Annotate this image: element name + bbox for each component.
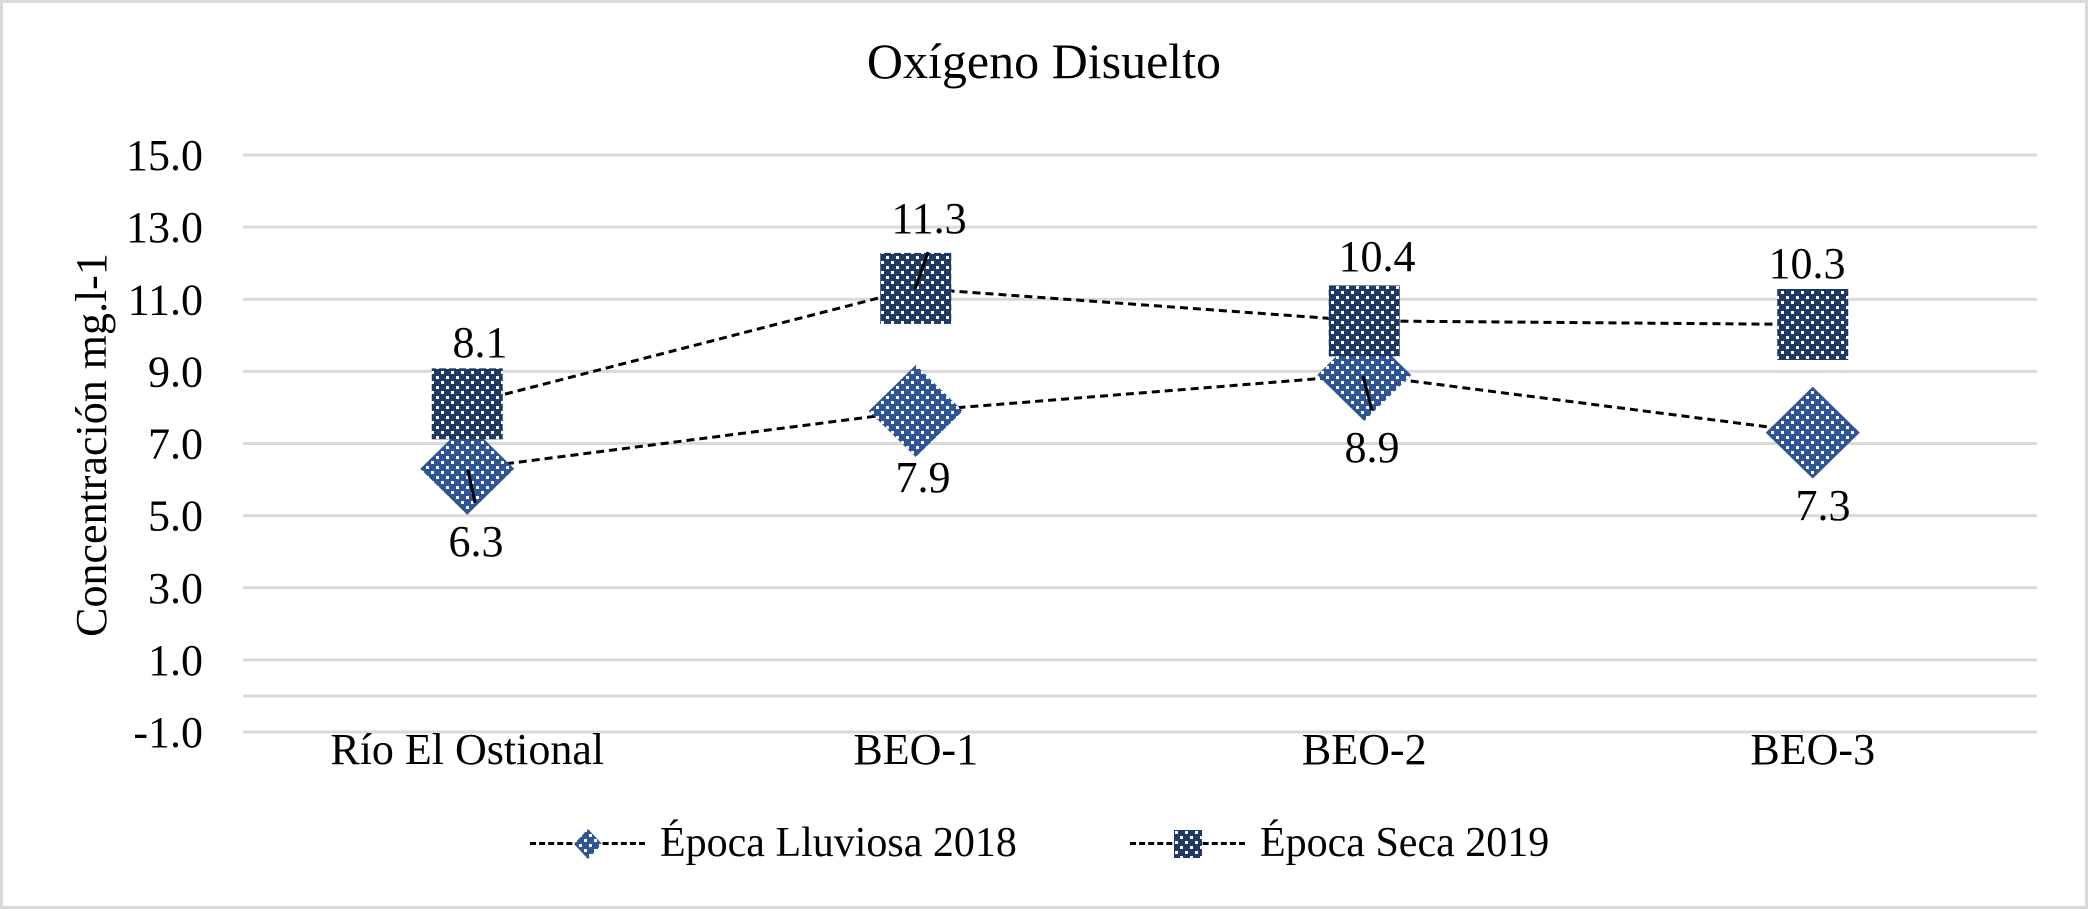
y-tick-label: 13.0 <box>126 203 203 252</box>
x-tick-label: Río El Ostional <box>330 725 604 774</box>
y-tick-label: 11.0 <box>128 275 203 324</box>
x-tick-label: BEO-2 <box>1302 725 1427 774</box>
chart-title: Oxígeno Disuelto <box>866 33 1222 89</box>
data-label: 8.1 <box>453 318 508 367</box>
data-label: 6.3 <box>449 517 504 566</box>
square-marker[interactable] <box>1328 285 1400 357</box>
y-tick-label: 7.0 <box>148 420 203 469</box>
y-tick-label: 9.0 <box>148 347 203 396</box>
legend-label: Época Seca 2019 <box>1260 820 1550 866</box>
data-markers <box>420 252 1860 515</box>
legend-line <box>530 828 645 859</box>
series-line <box>467 373 1813 471</box>
leader-line <box>466 469 477 504</box>
y-tick-label: 1.0 <box>148 636 203 685</box>
leader-line <box>1361 375 1374 411</box>
diamond-marker[interactable] <box>420 422 515 515</box>
y-tick-label: 5.0 <box>148 492 203 541</box>
leader-line <box>913 251 930 290</box>
y-tick-label: 15.0 <box>126 131 203 180</box>
diamond-marker[interactable] <box>868 365 963 458</box>
y-tick-label: 3.0 <box>148 564 203 613</box>
data-label: 8.9 <box>1345 423 1400 472</box>
square-marker[interactable] <box>431 368 503 440</box>
y-tick-label: -1.0 <box>133 708 203 757</box>
data-label: 7.3 <box>1796 481 1851 530</box>
data-label: 10.4 <box>1339 232 1416 281</box>
legend: Época Lluviosa 2018 Época Seca 2019 <box>0 818 2088 868</box>
diamond-marker[interactable] <box>1765 386 1860 479</box>
series-line <box>466 286 1813 406</box>
x-axis-ticks: Río El Ostional BEO-1 BEO-2 BEO-3 <box>330 725 1875 774</box>
x-tick-label: BEO-1 <box>853 725 978 774</box>
legend-item-seca[interactable]: Época Seca 2019 <box>1130 818 1549 868</box>
gridlines <box>243 153 2037 734</box>
legend-item-lluviosa[interactable]: Época Lluviosa 2018 <box>530 818 1017 868</box>
diamond-marker-icon <box>573 828 602 859</box>
data-label: 10.3 <box>1769 239 1846 288</box>
legend-line <box>1130 829 1245 858</box>
square-marker-icon <box>1173 829 1202 858</box>
series-lines <box>466 286 1813 471</box>
data-label: 7.9 <box>896 453 951 502</box>
square-marker[interactable] <box>1777 288 1849 360</box>
legend-label: Época Lluviosa 2018 <box>660 820 1017 866</box>
x-tick-label: BEO-3 <box>1750 725 1875 774</box>
data-label: 11.3 <box>891 194 966 243</box>
data-labels: 6.3 7.9 8.9 7.3 8.1 11.3 10.4 10.3 <box>449 194 1851 566</box>
y-axis-ticks: 15.0 13.0 11.0 9.0 7.0 5.0 3.0 1.0 -1.0 <box>126 131 203 757</box>
